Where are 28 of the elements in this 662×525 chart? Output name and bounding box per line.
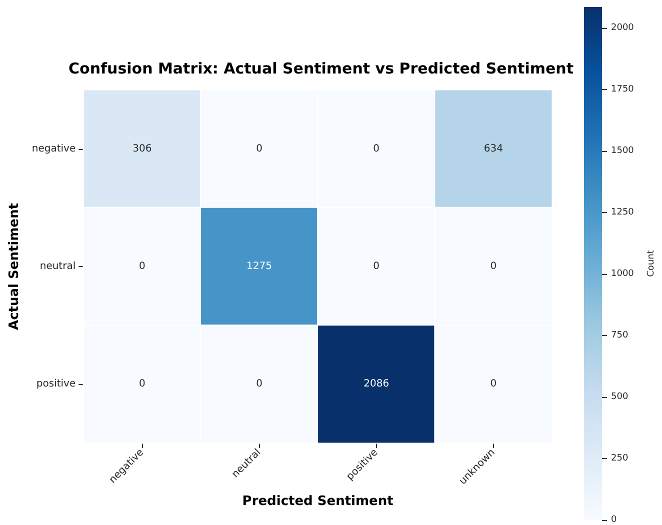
color-bar-label: 2000 (611, 23, 634, 34)
data-label: 0 (373, 261, 380, 272)
data-label: 634 (484, 143, 503, 154)
color-bar-label: 750 (611, 330, 628, 341)
x-axis-title: Predicted Sentiment (242, 494, 394, 509)
color-bar-label: 500 (611, 392, 628, 402)
color-bar-label: 1750 (611, 84, 634, 95)
color-bar-label: 0 (611, 515, 617, 525)
y-axis-title: Actual Sentiment (7, 203, 22, 330)
color-bar-label: 1250 (611, 208, 634, 218)
data-label: 0 (490, 261, 497, 272)
data-label: 0 (256, 143, 262, 154)
data-label: 0 (256, 378, 262, 390)
data-label: 0 (138, 378, 146, 390)
color-bar-label: 250 (611, 454, 628, 464)
data-label: 0 (490, 378, 497, 390)
y-tick-label: negative (32, 143, 76, 154)
data-label: 0 (373, 143, 380, 154)
color-bar-label: 1500 (611, 146, 634, 156)
color-bar-title: Count (646, 250, 656, 277)
data-label: 2086 (364, 378, 390, 390)
data-label: 0 (138, 261, 146, 272)
color-bar-label: 1000 (611, 269, 634, 280)
y-tick-label: neutral (40, 261, 76, 272)
chart-title: Confusion Matrix: Actual Sentiment vs Predicted Sentiment (68, 60, 574, 78)
y-tick-label: positive (36, 378, 76, 390)
data-label: 306 (132, 143, 152, 154)
data-label: 1275 (246, 261, 272, 272)
